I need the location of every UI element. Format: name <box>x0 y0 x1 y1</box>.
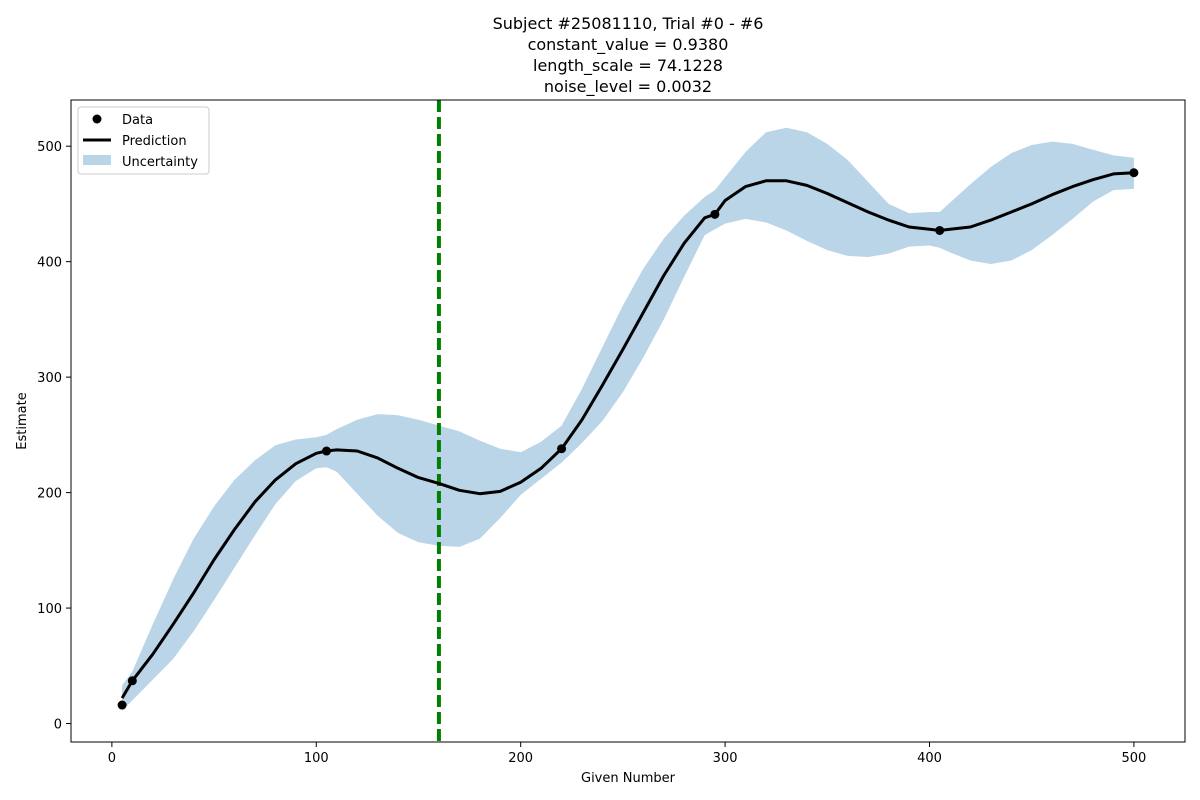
plot-frame <box>70 99 1186 743</box>
x-tick-label: 0 <box>108 751 116 766</box>
data-point <box>117 700 127 710</box>
legend-prediction-label: Prediction <box>122 134 187 149</box>
title-line-4: noise_level = 0.0032 <box>544 77 712 97</box>
title-line-3: length_scale = 74.1228 <box>533 56 723 76</box>
data-point <box>127 676 137 686</box>
data-point <box>710 209 720 219</box>
y-tick-label: 0 <box>54 718 62 733</box>
y-axis-label: Estimate <box>15 392 30 449</box>
y-tick-label: 300 <box>37 371 62 386</box>
y-tick-label: 200 <box>37 487 62 502</box>
x-tick-label: 500 <box>1121 751 1146 766</box>
y-tick-label: 400 <box>37 256 62 271</box>
y-axis: 0 100 200 300 400 500 <box>37 140 71 733</box>
legend-uncertainty-label: Uncertainty <box>122 155 198 170</box>
legend: Data Prediction Uncertainty <box>77 106 210 175</box>
chart-title: Subject #25081110, Trial #0 - #6 constan… <box>493 14 764 97</box>
prediction-line <box>120 171 1134 699</box>
x-tick-label: 300 <box>713 751 738 766</box>
x-axis: 0 100 200 300 400 500 <box>108 742 1146 766</box>
data-point <box>935 225 945 235</box>
y-tick-label: 500 <box>37 140 62 155</box>
legend-uncertainty-swatch <box>83 155 111 165</box>
uncertainty-band <box>122 127 1134 711</box>
x-tick-label: 100 <box>304 751 329 766</box>
x-tick-label: 400 <box>917 751 942 766</box>
data-point <box>322 446 332 456</box>
data-point <box>557 444 567 454</box>
data-point <box>1129 168 1139 178</box>
title-line-1: Subject #25081110, Trial #0 - #6 <box>493 14 764 33</box>
title-line-2: constant_value = 0.9380 <box>528 35 729 55</box>
legend-data-marker <box>92 114 102 124</box>
x-tick-label: 200 <box>508 751 533 766</box>
x-axis-label: Given Number <box>581 771 676 786</box>
y-tick-label: 100 <box>37 602 62 617</box>
legend-data-label: Data <box>122 113 153 128</box>
